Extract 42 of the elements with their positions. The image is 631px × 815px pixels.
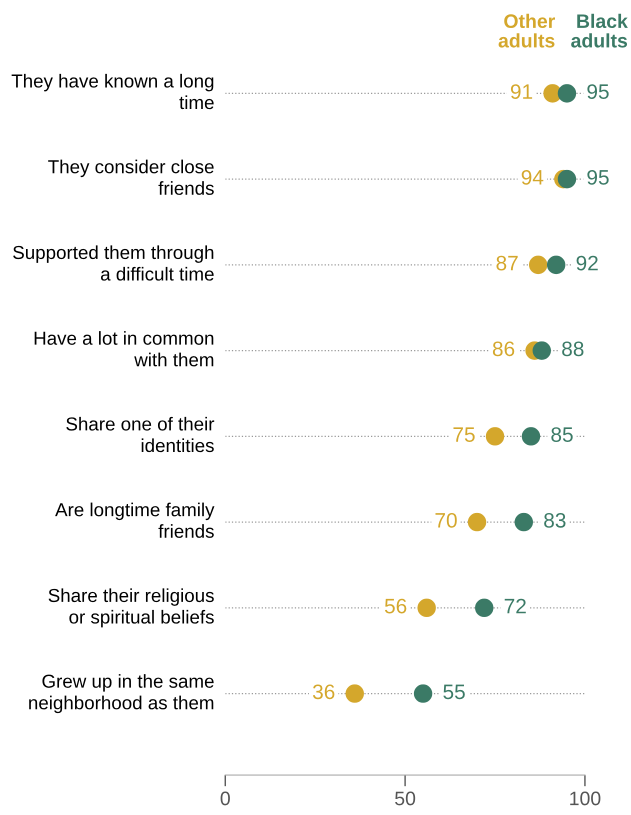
data-label: 70	[435, 512, 457, 528]
data-label: 88	[562, 341, 584, 356]
data-label: 72	[504, 598, 526, 614]
data-label: 55	[443, 684, 465, 700]
point	[417, 598, 436, 618]
point	[475, 598, 494, 618]
x-tick-label: 50	[395, 792, 416, 806]
y-tick-label: Are longtime family friends	[55, 502, 214, 538]
series-label: Other adults	[498, 14, 555, 48]
y-tick-label: They have known a long time	[12, 74, 214, 110]
data-label: 87	[496, 256, 518, 270]
data-label: 94	[522, 170, 544, 185]
point	[468, 512, 486, 532]
point	[486, 427, 504, 446]
data-label: 86	[492, 341, 514, 356]
data-label: 36	[312, 684, 334, 700]
data-label: 75	[453, 427, 475, 442]
data-label: 56	[384, 598, 406, 614]
data-label: 85	[551, 427, 573, 442]
data-label: 83	[544, 512, 566, 528]
series-label: Black adults	[571, 14, 628, 48]
data-label: 91	[510, 84, 532, 99]
x-tick-label: 0	[220, 792, 230, 806]
point	[346, 684, 364, 703]
point	[558, 170, 576, 188]
point	[558, 84, 576, 103]
y-tick-label: Supported them through a difficult time	[13, 245, 214, 281]
point	[546, 256, 566, 274]
data-label: 95	[587, 84, 609, 99]
point	[528, 256, 548, 274]
point	[414, 684, 432, 703]
point	[532, 341, 551, 360]
y-tick-label: Grew up in the same neighborhood as them	[29, 674, 214, 714]
data-label: 92	[576, 256, 598, 270]
point	[522, 427, 540, 446]
point	[514, 512, 533, 532]
y-tick-label: Share their religious or spiritual beliefs	[48, 588, 214, 628]
data-label: 95	[587, 170, 609, 185]
x-tick-label: 100	[570, 792, 600, 806]
y-tick-label: Have a lot in common with them	[34, 331, 214, 366]
y-tick-label: Share one of their identities	[66, 416, 214, 452]
y-tick-label: They consider close friends	[48, 160, 214, 195]
